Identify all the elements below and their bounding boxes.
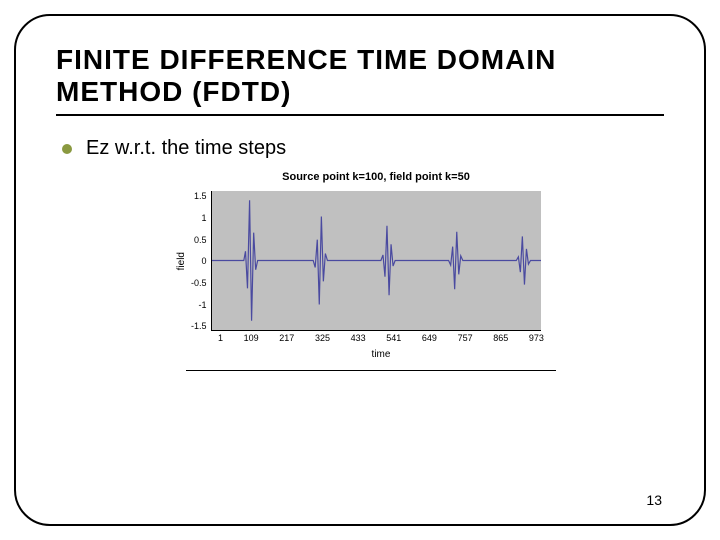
chart-yaxis: 1.5 1 0.5 0 -0.5 -1 -1.5 bbox=[191, 191, 211, 331]
xtick-label: 757 bbox=[458, 333, 473, 343]
xtick-label: 541 bbox=[386, 333, 401, 343]
chart-svg bbox=[212, 191, 541, 330]
xtick-label: 1 bbox=[218, 333, 223, 343]
chart-body: field 1.5 1 0.5 0 -0.5 -1 -1.5 bbox=[176, 191, 576, 331]
ytick-label: -0.5 bbox=[191, 278, 207, 288]
ytick-label: 0.5 bbox=[191, 235, 207, 245]
xtick-label: 649 bbox=[422, 333, 437, 343]
bullet-row: Ez w.r.t. the time steps bbox=[62, 136, 664, 161]
ytick-label: -1 bbox=[191, 300, 207, 310]
slide-title: FINITE DIFFERENCE TIME DOMAIN METHOD (FD… bbox=[56, 44, 664, 116]
ytick-label: 1 bbox=[191, 213, 207, 223]
xtick-label: 865 bbox=[493, 333, 508, 343]
xtick-label: 109 bbox=[244, 333, 259, 343]
chart-underline bbox=[186, 370, 556, 371]
page-number: 13 bbox=[646, 492, 662, 508]
chart-xlabel: time bbox=[216, 349, 546, 360]
chart-container: Source point k=100, field point k=50 fie… bbox=[176, 171, 576, 371]
xtick-label: 973 bbox=[529, 333, 544, 343]
xtick-label: 325 bbox=[315, 333, 330, 343]
chart-title: Source point k=100, field point k=50 bbox=[176, 171, 576, 183]
bullet-icon bbox=[62, 144, 72, 154]
ytick-label: 0 bbox=[191, 256, 207, 266]
ytick-label: -1.5 bbox=[191, 321, 207, 331]
xtick-label: 217 bbox=[279, 333, 294, 343]
slide-frame: FINITE DIFFERENCE TIME DOMAIN METHOD (FD… bbox=[14, 14, 706, 526]
chart-xaxis: 1 109 217 325 433 541 649 757 865 973 bbox=[216, 331, 546, 343]
chart-plot-area bbox=[211, 191, 541, 331]
xtick-label: 433 bbox=[351, 333, 366, 343]
chart-ylabel: field bbox=[176, 252, 187, 270]
ytick-label: 1.5 bbox=[191, 191, 207, 201]
bullet-text: Ez w.r.t. the time steps bbox=[86, 136, 286, 161]
